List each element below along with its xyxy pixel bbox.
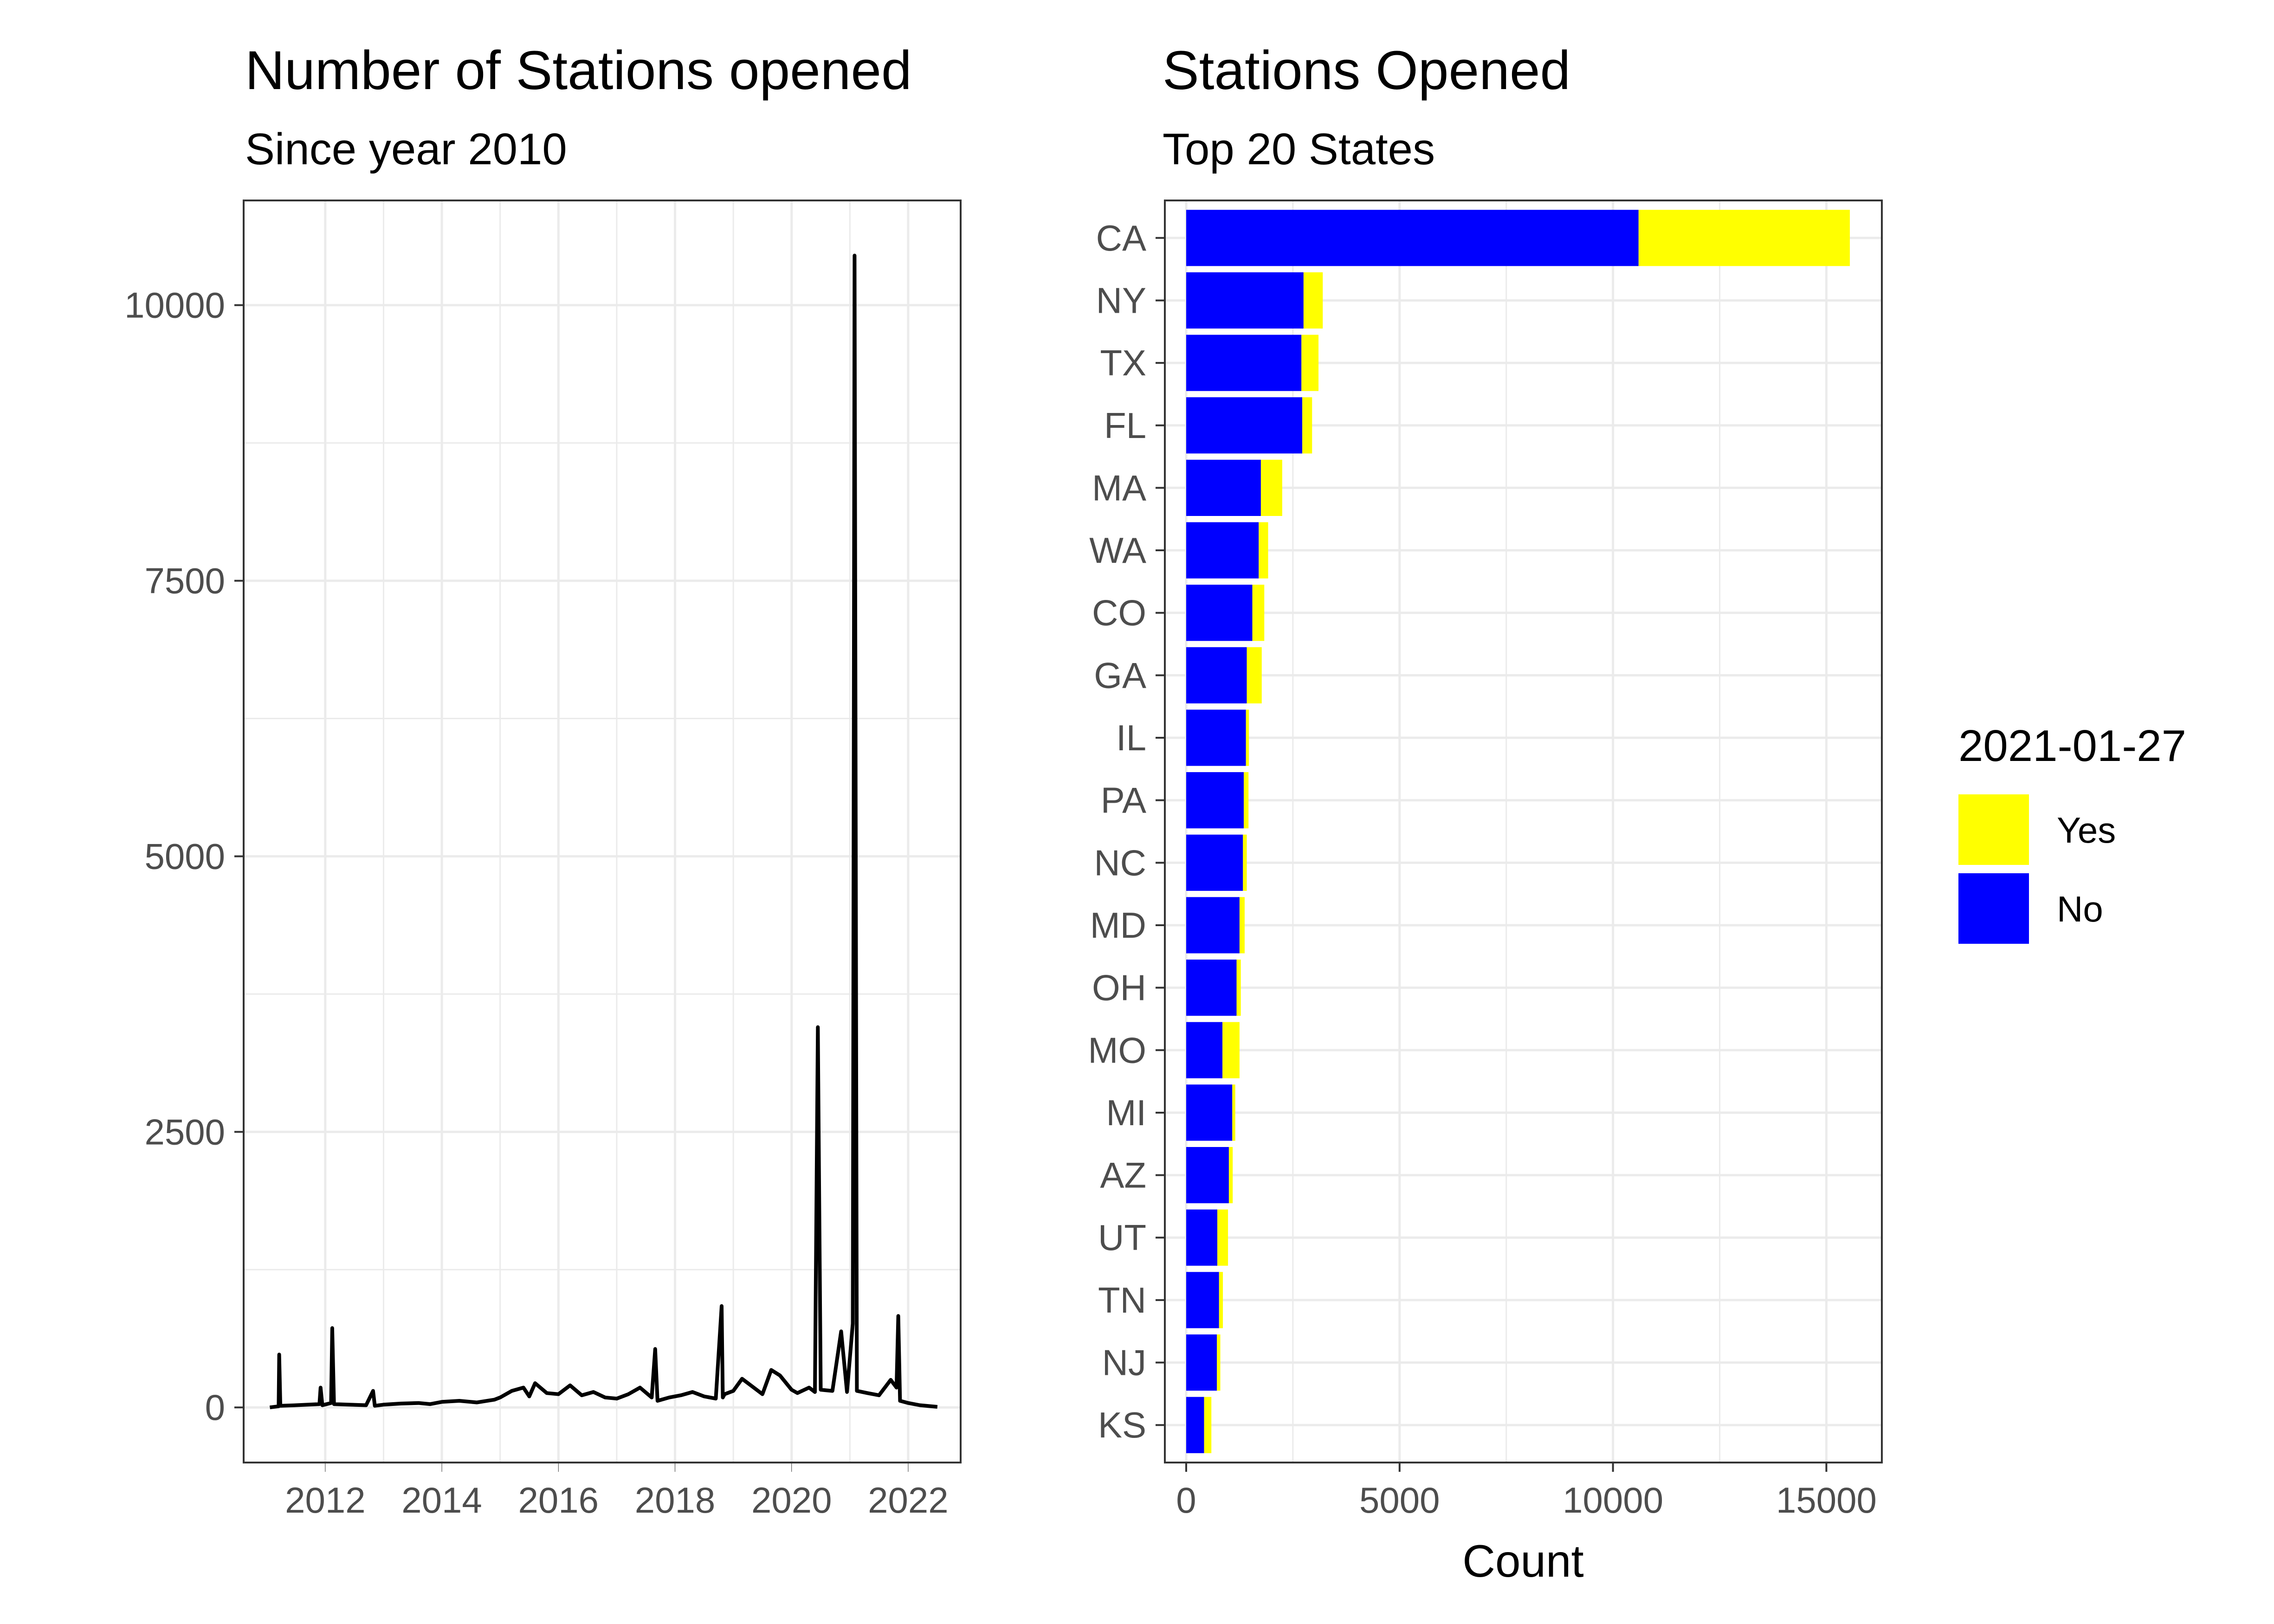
left-chart-subtitle: Since year 2010 (245, 124, 567, 174)
bar-mo-no (1186, 1022, 1222, 1078)
right-y-tick-label-tn: TN (1098, 1280, 1146, 1321)
bar-nj-no (1186, 1334, 1217, 1391)
left-x-tick-label: 2018 (635, 1480, 716, 1521)
left-x-tick-label: 2022 (868, 1480, 949, 1521)
right-x-tick-label: 15000 (1776, 1480, 1877, 1521)
left-x-tick-label: 2014 (401, 1480, 482, 1521)
right-y-tick-label-ks: KS (1098, 1405, 1146, 1445)
right-y-tick-label-nj: NJ (1102, 1342, 1146, 1383)
legend-label-no: No (2057, 889, 2103, 929)
bar-mo-yes (1222, 1022, 1240, 1078)
bar-az-no (1186, 1147, 1229, 1203)
bar-ut-yes (1217, 1210, 1228, 1266)
right-y-tick-label-ny: NY (1096, 280, 1146, 321)
bar-az-yes (1229, 1147, 1233, 1203)
bar-tx-no (1186, 335, 1301, 391)
bar-il-yes (1246, 709, 1249, 766)
bar-ma-yes (1261, 460, 1282, 516)
bar-nj-yes (1217, 1334, 1220, 1391)
bar-md-no (1186, 897, 1240, 953)
bar-ks-no (1186, 1397, 1204, 1453)
left-chart-title: Number of Stations opened (245, 40, 912, 101)
left-x-tick-label: 2012 (285, 1480, 366, 1521)
right-y-tick-label-wa: WA (1089, 530, 1146, 571)
legend-key-yes (1958, 794, 2029, 865)
bar-mi-no (1186, 1084, 1232, 1141)
bar-co-no (1186, 585, 1253, 641)
bar-ga-yes (1247, 647, 1262, 703)
bar-ks-yes (1204, 1397, 1212, 1453)
left-chart: Number of Stations opened Since year 201… (124, 40, 961, 1521)
bar-nc-no (1186, 835, 1243, 891)
bar-ut-no (1186, 1210, 1217, 1266)
right-y-tick-label-ma: MA (1092, 467, 1146, 508)
right-x-tick-label: 5000 (1359, 1480, 1440, 1521)
bar-tn-yes (1219, 1272, 1223, 1328)
bar-oh-yes (1237, 960, 1241, 1016)
right-chart-subtitle: Top 20 States (1163, 124, 1435, 174)
right-y-tick-label-mo: MO (1088, 1030, 1146, 1070)
bar-mi-yes (1232, 1084, 1235, 1141)
right-y-tick-label-ga: GA (1094, 655, 1146, 696)
bar-ma-no (1186, 460, 1261, 516)
bar-oh-no (1186, 960, 1237, 1016)
bar-co-yes (1253, 585, 1265, 641)
right-chart: Stations Opened Top 20 States 0 5000 10000… (1088, 40, 1882, 1586)
bar-wa-yes (1259, 522, 1268, 578)
right-y-tick-label-md: MD (1090, 905, 1146, 946)
legend-key-no (1958, 873, 2029, 944)
bar-ny-yes (1304, 272, 1323, 329)
bar-md-yes (1240, 897, 1245, 953)
left-x-tick-label: 2020 (751, 1480, 832, 1521)
bar-tx-yes (1301, 335, 1318, 391)
right-y-tick-label-pa: PA (1101, 780, 1146, 821)
legend-label-yes: Yes (2057, 810, 2116, 851)
left-y-tick-label: 5000 (144, 836, 225, 876)
right-y-tick-label-fl: FL (1104, 405, 1146, 446)
left-y-tick-label: 10000 (124, 285, 225, 326)
right-x-axis-title: Count (1462, 1535, 1584, 1586)
bar-ny-no (1186, 272, 1304, 329)
right-x-tick-label: 10000 (1563, 1480, 1663, 1521)
legend-title: 2021-01-27 (1958, 721, 2186, 771)
right-x-tick-label: 0 (1176, 1480, 1196, 1521)
bar-wa-no (1186, 522, 1259, 578)
left-x-tick-label: 2016 (518, 1480, 599, 1521)
right-chart-title: Stations Opened (1163, 40, 1570, 101)
right-y-tick-label-tx: TX (1100, 342, 1146, 383)
right-y-tick-label-nc: NC (1094, 842, 1146, 883)
bar-fl-no (1186, 397, 1302, 453)
bar-nc-yes (1243, 835, 1247, 891)
bar-fl-yes (1302, 397, 1312, 453)
bar-ca-yes (1639, 210, 1850, 266)
bar-pa-no (1186, 772, 1244, 828)
right-y-tick-label-mi: MI (1106, 1092, 1146, 1133)
bar-pa-yes (1244, 772, 1248, 828)
bar-tn-no (1186, 1272, 1219, 1328)
left-y-tick-label: 0 (205, 1387, 225, 1428)
left-y-tick-label: 7500 (144, 561, 225, 601)
right-y-tick-label-co: CO (1092, 593, 1146, 633)
bar-ga-no (1186, 647, 1247, 703)
bar-il-no (1186, 709, 1246, 766)
right-y-tick-label-ut: UT (1098, 1217, 1146, 1258)
right-y-tick-label-az: AZ (1100, 1155, 1146, 1196)
bar-ca-no (1186, 210, 1639, 266)
left-y-tick-label: 2500 (144, 1111, 225, 1152)
right-y-tick-label-ca: CA (1096, 218, 1146, 258)
right-y-tick-label-oh: OH (1092, 967, 1146, 1008)
right-y-tick-label-il: IL (1116, 717, 1146, 758)
